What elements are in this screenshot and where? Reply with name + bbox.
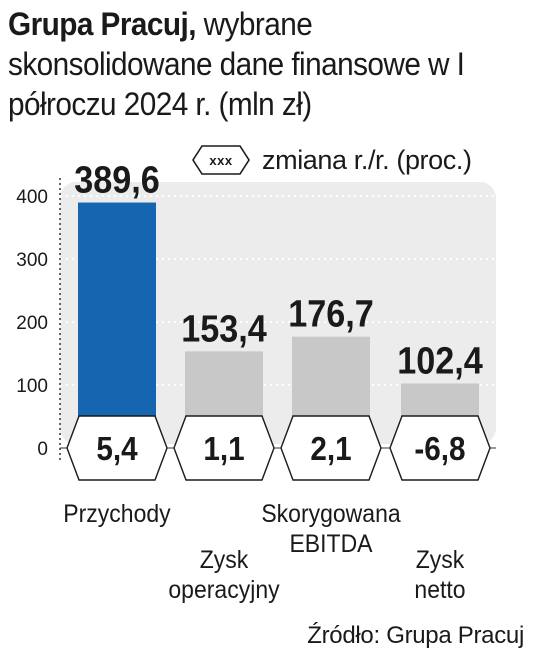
- bar: [78, 202, 156, 448]
- change-label: 2,1: [310, 431, 351, 468]
- change-hexagon: [389, 415, 491, 481]
- change-label: 1,1: [203, 431, 244, 468]
- category-label: Zysk: [200, 546, 249, 574]
- y-tick-label: 0: [37, 439, 48, 460]
- change-label: 5,4: [96, 431, 138, 468]
- change-label: -6,8: [414, 431, 465, 468]
- bar-value-label: 176,7: [288, 292, 374, 335]
- category-label: Zysk: [416, 546, 465, 574]
- bar-value-label: 389,6: [74, 158, 160, 201]
- legend-label: zmiana r./r. (proc.): [262, 144, 472, 175]
- plot-panel: [60, 182, 496, 444]
- category-label: Przychody: [63, 500, 170, 528]
- bar-value-label: 102,4: [397, 339, 483, 382]
- legend: xxx zmiana r./r. (proc.): [192, 142, 472, 178]
- source-note: Źródło: Grupa Pracuj: [307, 622, 524, 649]
- y-tick-label: 400: [16, 187, 48, 208]
- legend-hexagon-icon: xxx: [192, 145, 250, 175]
- chart-title: Grupa Pracuj, wybrane skonsolidowane dan…: [8, 4, 492, 124]
- bar-value-label: 153,4: [181, 307, 267, 350]
- change-hexagon: [280, 415, 382, 481]
- title-description: wybrane skonsolidowane dane finansowe w …: [8, 6, 465, 122]
- category-label: Skorygowana: [261, 500, 401, 528]
- change-hexagon: [66, 415, 168, 481]
- y-tick-label: 200: [16, 313, 48, 334]
- category-label: EBITDA: [289, 530, 372, 558]
- y-tick-label: 300: [16, 250, 48, 271]
- title-company: Grupa Pracuj,: [8, 6, 196, 42]
- change-hexagon: [173, 415, 275, 481]
- category-label: operacyjny: [168, 576, 279, 604]
- legend-sample-text: xxx: [209, 152, 233, 168]
- category-label: netto: [414, 576, 465, 604]
- y-tick-label: 100: [16, 376, 48, 397]
